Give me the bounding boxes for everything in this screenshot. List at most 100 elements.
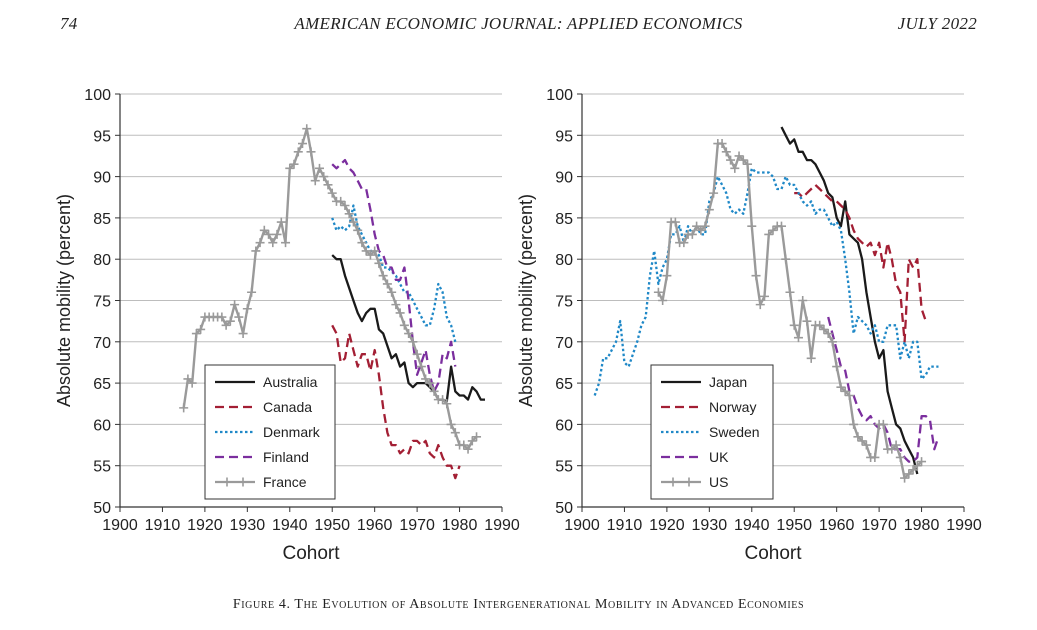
legend: Australia Canada Denmark Finland France: [204, 364, 336, 500]
series-line-canada: [331, 324, 461, 480]
data-point-france: [429, 386, 439, 396]
data-point-france: [395, 308, 405, 318]
data-point-us: [853, 432, 863, 442]
data-point-france: [234, 312, 244, 322]
data-point-france: [272, 229, 282, 239]
x-tick-label: 1990: [484, 517, 520, 534]
legend-label-sweden: Sweden: [709, 424, 760, 440]
data-point-france: [353, 225, 363, 235]
figure: 50 55 60 65 70 75 80 85 90 95 100 1900 1910 1920 1930 1…: [54, 87, 982, 564]
y-tick-label: 65: [93, 376, 111, 393]
y-tick-label: 65: [555, 376, 573, 393]
data-point-us: [891, 440, 901, 450]
x-tick-label: 1970: [399, 517, 435, 534]
data-point-us: [658, 296, 668, 305]
data-point-us: [679, 238, 689, 248]
data-point-france: [399, 320, 409, 330]
data-point-france: [238, 329, 248, 339]
data-point-us: [687, 229, 697, 239]
issue-date: JULY 2022: [897, 14, 977, 33]
y-tick-label: 55: [93, 459, 111, 476]
data-point-france: [264, 229, 274, 239]
legend-label-norway: Norway: [709, 399, 756, 415]
y-tick-label: 100: [546, 87, 573, 104]
data-point-us: [776, 221, 786, 231]
data-point-us: [747, 221, 757, 231]
x-tick-label: 1920: [649, 517, 685, 534]
data-point-france: [463, 444, 473, 454]
data-point-france: [247, 287, 257, 297]
data-point-us: [802, 316, 812, 326]
series-line-australia: [331, 254, 485, 403]
x-tick-label: 1900: [102, 517, 138, 534]
data-point-us: [895, 452, 905, 462]
data-point-france: [467, 436, 477, 446]
legend-label-japan: Japan: [709, 374, 747, 390]
data-point-france: [268, 238, 278, 248]
data-point-us: [768, 225, 778, 235]
figure-caption: Figure 4. The Evolution of Absolute Inte…: [232, 597, 805, 612]
data-point-us: [721, 147, 731, 157]
data-point-france: [255, 238, 265, 248]
data-point-france: [404, 329, 414, 339]
data-point-us: [836, 382, 846, 392]
data-point-france: [281, 238, 291, 248]
data-point-france: [314, 163, 324, 173]
data-point-us: [785, 287, 795, 297]
legend-label-uk: UK: [709, 449, 729, 465]
x-tick-label: 1930: [692, 517, 728, 534]
journal-title: AMERICAN ECONOMIC JOURNAL: APPLIED ECONO…: [294, 14, 743, 33]
data-point-france: [289, 159, 299, 169]
data-point-france: [446, 419, 456, 429]
data-point-us: [760, 291, 770, 301]
data-point-us: [764, 229, 774, 239]
data-point-us: [734, 151, 744, 161]
data-point-france: [361, 246, 371, 256]
x-tick-label: 1980: [904, 517, 940, 534]
x-tick-label: 1910: [607, 517, 643, 534]
data-point-us: [670, 217, 680, 227]
data-point-france: [425, 378, 435, 388]
x-tick-label: 1950: [776, 517, 812, 534]
data-point-france: [438, 395, 448, 405]
data-point-us: [730, 163, 740, 173]
data-point-us: [692, 221, 702, 231]
y-tick-label: 70: [93, 335, 111, 352]
data-point-us: [878, 419, 888, 429]
legend-label-france: France: [263, 474, 307, 490]
x-tick-label: 1910: [145, 517, 181, 534]
data-point-france: [230, 300, 240, 310]
chart-panel-1: 50 55 60 65 70 75 80 85 90 95 100 1900 1910 1920 1930 1…: [54, 87, 520, 564]
data-point-us: [793, 333, 803, 343]
data-point-us: [798, 296, 808, 305]
y-tick-label: 55: [555, 459, 573, 476]
series-line-sweden: [593, 167, 939, 396]
legend-label-denmark: Denmark: [263, 424, 321, 440]
data-point-france: [472, 432, 482, 442]
data-point-us: [781, 254, 791, 264]
data-point-france: [310, 176, 320, 186]
y-tick-label: 85: [93, 211, 111, 228]
data-point-us: [900, 473, 910, 483]
data-point-us: [709, 188, 719, 198]
data-point-france: [298, 139, 308, 149]
y-tick-label: 90: [93, 170, 111, 187]
data-point-france: [374, 258, 384, 268]
data-point-us: [743, 159, 753, 169]
legend-label-australia: Australia: [263, 374, 318, 390]
data-point-us: [819, 324, 829, 334]
data-point-france: [387, 287, 397, 297]
data-point-france: [327, 188, 337, 198]
data-point-us: [861, 440, 871, 450]
x-tick-label: 1980: [442, 517, 478, 534]
y-tick-label: 100: [84, 87, 111, 104]
data-point-france: [285, 163, 295, 173]
legend-marker: [684, 477, 694, 487]
y-tick-label: 50: [93, 500, 111, 517]
data-point-france: [217, 312, 227, 322]
data-point-france: [340, 201, 350, 211]
legend-label-canada: Canada: [263, 399, 312, 415]
x-tick-label: 1960: [357, 517, 393, 534]
series-line-france: [182, 127, 478, 451]
data-point-us: [700, 221, 710, 231]
